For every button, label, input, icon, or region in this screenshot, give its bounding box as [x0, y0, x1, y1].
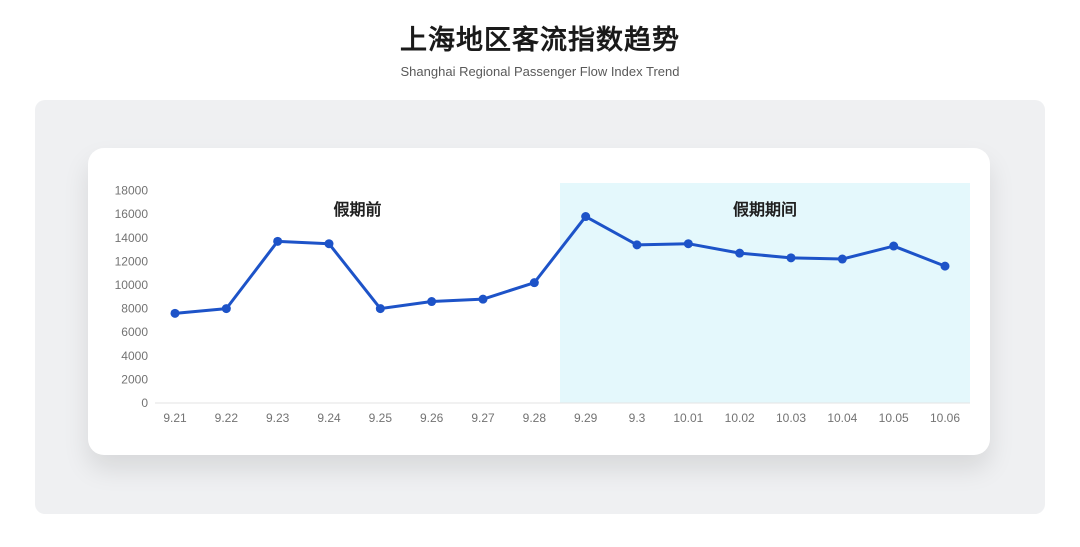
x-tick-label: 10.04	[827, 411, 857, 425]
data-point	[786, 253, 796, 263]
x-tick-label: 10.02	[725, 411, 755, 425]
data-point	[683, 239, 693, 249]
y-tick-label: 18000	[115, 184, 149, 198]
x-tick-label: 9.22	[215, 411, 239, 425]
data-point	[273, 236, 283, 246]
x-tick-label: 9.28	[523, 411, 547, 425]
region-label-holiday: 假期期间	[733, 200, 797, 219]
data-point	[170, 308, 180, 318]
y-tick-label: 14000	[115, 231, 149, 245]
x-tick-label: 9.21	[163, 411, 187, 425]
x-tick-label: 10.03	[776, 411, 806, 425]
chart-card: 0 2000 4000 6000 8000 10000 12000 14000 16000 180…	[88, 148, 990, 455]
y-tick-label: 4000	[121, 349, 148, 363]
passenger-flow-line-chart: 0 2000 4000 6000 8000 10000 12000 14000 16000 180…	[115, 183, 970, 425]
y-tick-label: 8000	[121, 302, 148, 316]
data-point	[529, 278, 539, 288]
data-point	[735, 248, 745, 258]
x-tick-label: 9.25	[369, 411, 393, 425]
data-point	[375, 304, 385, 314]
y-tick-label: 0	[141, 396, 148, 410]
data-point	[427, 297, 437, 307]
data-point	[221, 304, 231, 314]
page-subtitle: Shanghai Regional Passenger Flow Index T…	[400, 64, 680, 79]
y-tick-label: 10000	[115, 278, 149, 292]
y-tick-label: 12000	[115, 254, 149, 268]
chart-header: 上海地区客流指数趋势 Shanghai Regional Passenger F…	[0, 18, 1080, 79]
data-point	[632, 240, 642, 250]
page-title: 上海地区客流指数趋势	[400, 25, 680, 55]
y-tick-label: 16000	[115, 207, 149, 221]
x-tick-label: 9.27	[471, 411, 495, 425]
data-point	[324, 239, 334, 249]
holiday-region-shading	[560, 183, 970, 403]
region-label-pre-holiday: 假期前	[333, 200, 381, 219]
x-tick-label: 9.26	[420, 411, 444, 425]
y-tick-label: 6000	[121, 325, 148, 339]
x-tick-label: 10.06	[930, 411, 960, 425]
x-tick-label: 9.3	[629, 411, 646, 425]
x-tick-label: 9.23	[266, 411, 290, 425]
x-tick-label: 10.05	[879, 411, 909, 425]
data-point	[581, 212, 591, 222]
flow-index-line	[173, 215, 947, 315]
x-tick-label: 9.24	[317, 411, 341, 425]
x-tick-label: 10.01	[673, 411, 703, 425]
data-point	[889, 241, 899, 251]
y-tick-label: 2000	[121, 372, 148, 386]
data-point	[837, 254, 847, 264]
outer-panel: 0 2000 4000 6000 8000 10000 12000 14000 16000 180…	[35, 100, 1045, 514]
x-tick-label: 9.29	[574, 411, 598, 425]
data-point	[940, 261, 950, 271]
data-point	[478, 294, 488, 304]
